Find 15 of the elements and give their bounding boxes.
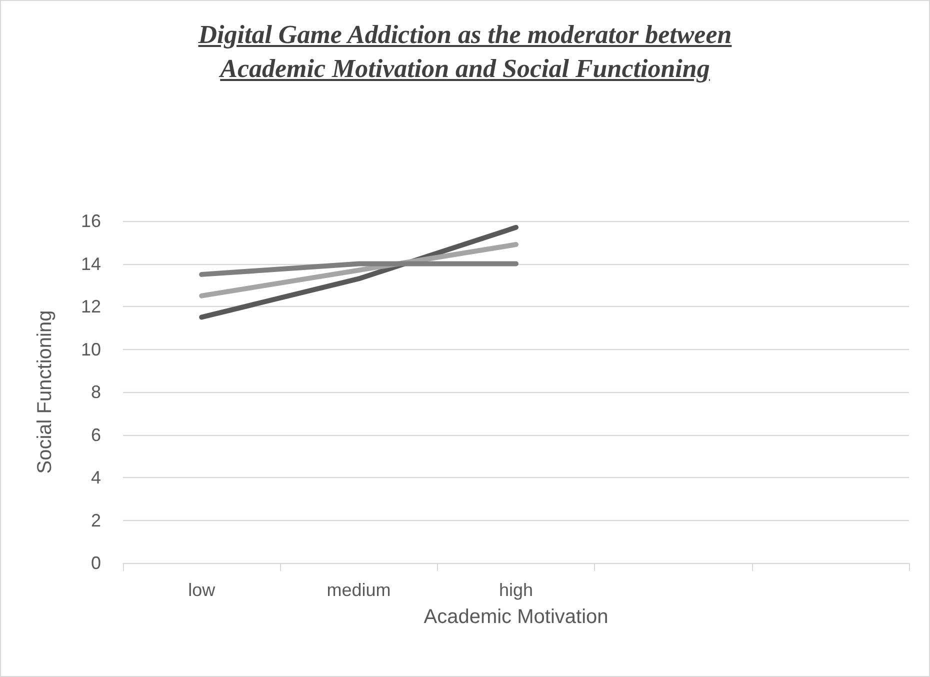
x-axis-title: Academic Motivation (424, 606, 608, 628)
y-tick-label: 0 (90, 553, 101, 573)
y-tick-label: 10 (80, 339, 101, 360)
x-tick-label: high (498, 580, 534, 600)
y-tick-label: 2 (90, 510, 101, 530)
chart-title: Digital Game Addiction as the moderator between Academic Motivation and Social Functioning (197, 19, 733, 85)
x-tick-label: low (188, 580, 216, 600)
x-tick-label: medium (326, 580, 391, 600)
y-tick-label: 12 (80, 296, 101, 316)
y-axis-title: Social Functioning (34, 310, 56, 474)
y-tick-label: 16 (80, 211, 101, 231)
y-tick-label: 6 (90, 424, 101, 445)
y-tick-label: 14 (80, 254, 101, 274)
y-tick-label: 8 (90, 382, 101, 402)
y-tick-label: 4 (90, 468, 101, 488)
